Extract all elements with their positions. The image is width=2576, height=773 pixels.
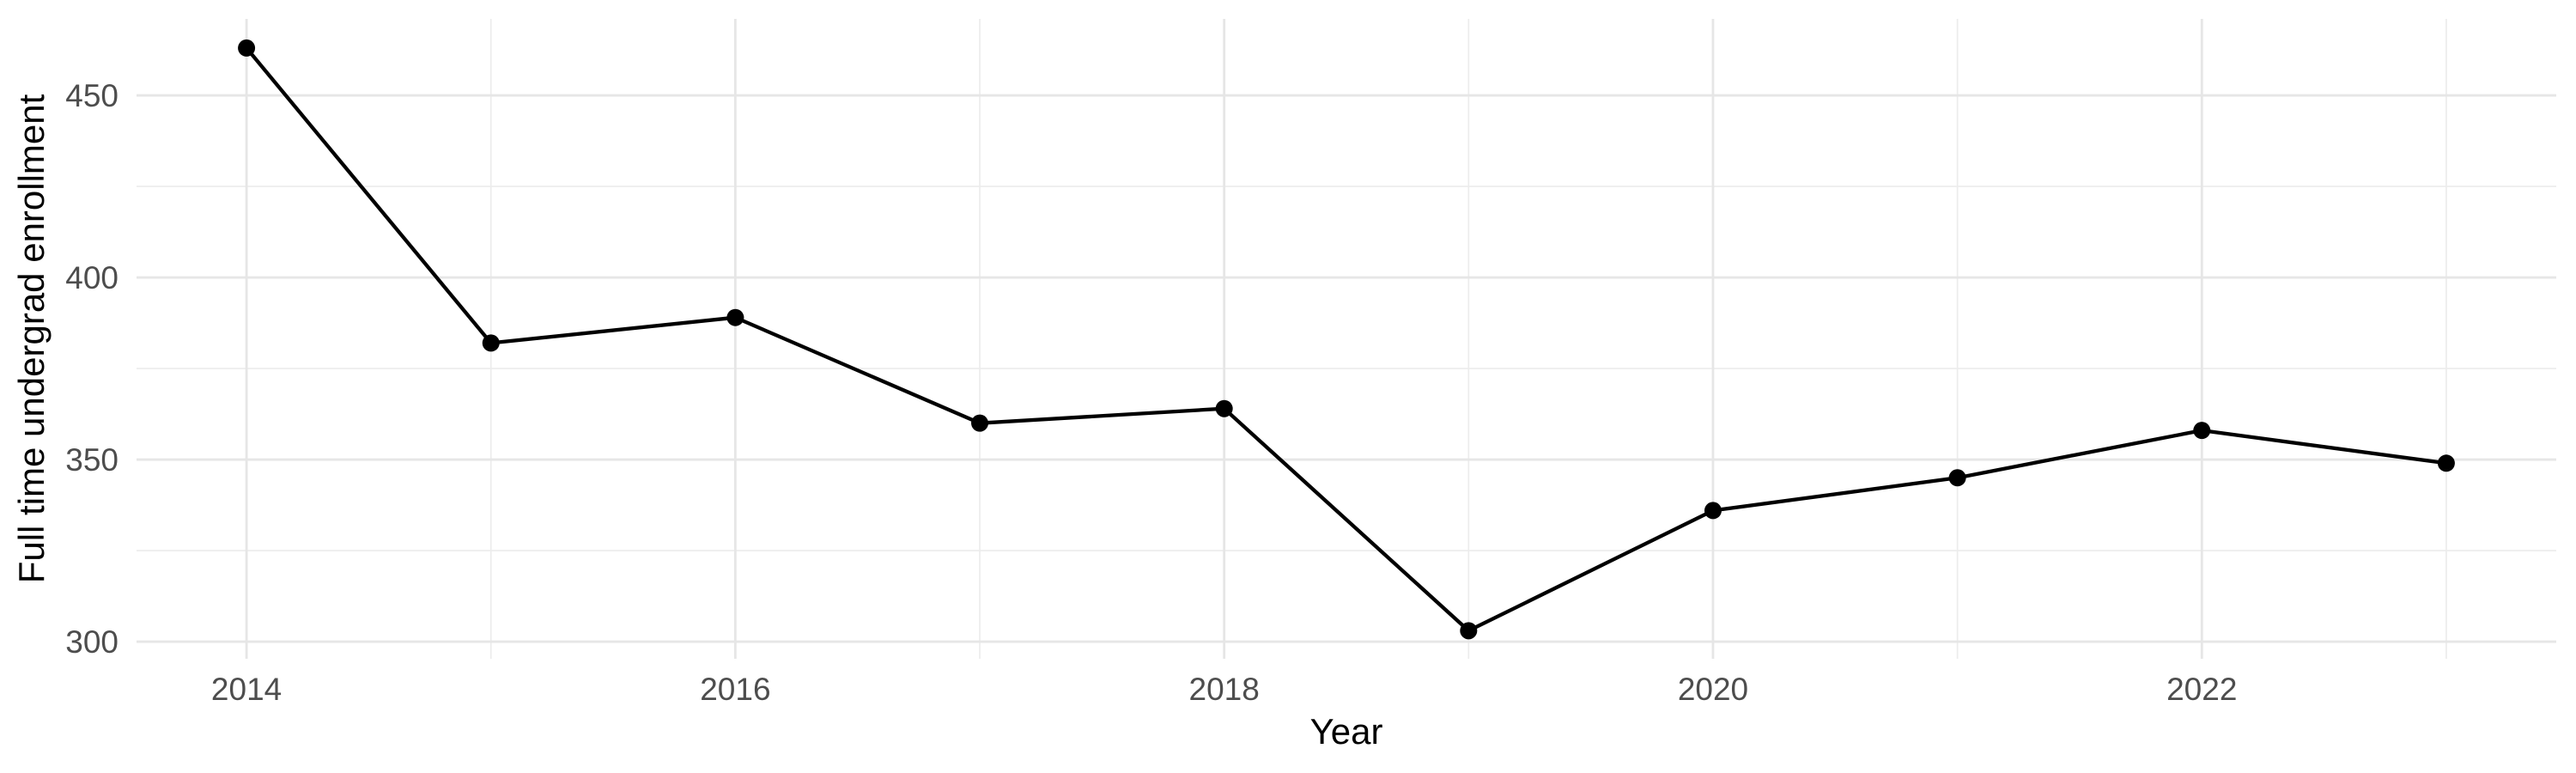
data-point xyxy=(1948,469,1966,487)
data-point xyxy=(1460,622,1478,640)
y-tick-label: 450 xyxy=(65,78,118,113)
data-point xyxy=(1704,502,1722,520)
y-tick-label: 300 xyxy=(65,624,118,660)
x-tick-label: 2014 xyxy=(211,672,282,707)
data-point xyxy=(1215,399,1233,417)
data-point xyxy=(726,308,744,326)
data-point xyxy=(482,334,500,352)
data-point xyxy=(971,414,989,432)
data-points xyxy=(238,39,2455,640)
series-line xyxy=(245,46,2447,633)
x-axis-tick-labels: 2014 2016 2018 2020 2022 xyxy=(211,672,2237,707)
x-tick-label: 2018 xyxy=(1189,672,1260,707)
x-tick-label: 2022 xyxy=(2166,672,2237,707)
x-tick-label: 2020 xyxy=(1678,672,1748,707)
y-axis-tick-labels: 300 350 400 450 xyxy=(65,78,118,660)
enrollment-trend-line xyxy=(245,46,2447,633)
data-point xyxy=(238,39,256,57)
y-axis-title: Full time undergrad enrollment xyxy=(11,94,52,583)
y-tick-label: 400 xyxy=(65,260,118,295)
data-point xyxy=(2193,422,2211,440)
data-point xyxy=(2437,454,2455,472)
x-tick-label: 2016 xyxy=(700,672,770,707)
grid-minor-lines xyxy=(137,19,2556,659)
grid-major-lines xyxy=(137,19,2556,659)
y-tick-label: 350 xyxy=(65,442,118,478)
x-axis-title: Year xyxy=(1310,711,1383,752)
